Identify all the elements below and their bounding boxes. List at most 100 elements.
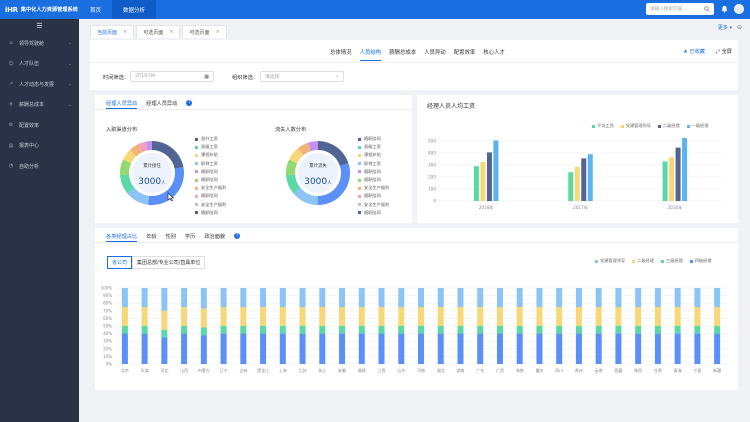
stacked-bar-segment[interactable] — [339, 326, 346, 334]
subnav-item-3[interactable]: 薪酬总成本 — [389, 50, 417, 56]
entry-channel-donut[interactable] — [117, 138, 187, 208]
stacked-bar-segment[interactable] — [635, 326, 642, 334]
stacked-bar-segment[interactable] — [556, 288, 563, 307]
stacked-bar-segment[interactable] — [635, 333, 642, 364]
stacked-bar-segment[interactable] — [200, 335, 207, 364]
stacked-bar-segment[interactable] — [200, 288, 207, 309]
stacked-bar-segment[interactable] — [299, 307, 306, 326]
stacked-bar-segment[interactable] — [260, 288, 267, 307]
bottom-tab-5[interactable]: 政治面貌 — [204, 234, 226, 240]
stacked-bar-segment[interactable] — [536, 288, 543, 307]
stacked-bar-segment[interactable] — [536, 333, 543, 364]
stacked-bar-segment[interactable] — [181, 326, 188, 334]
bottom-tab-4[interactable]: 学历 — [184, 234, 196, 240]
stacked-bar-segment[interactable] — [437, 307, 444, 326]
stacked-bar-segment[interactable] — [714, 307, 721, 326]
stacked-bar-segment[interactable] — [220, 307, 227, 326]
help-icon[interactable]: ? — [186, 100, 193, 106]
subnav-item-4[interactable]: 人员异动 — [424, 50, 446, 56]
stacked-bar-segment[interactable] — [358, 326, 365, 334]
bottom-tab-1[interactable]: 各类经理占比 — [106, 234, 138, 242]
stacked-bar-segment[interactable] — [654, 288, 661, 307]
stacked-bar-segment[interactable] — [654, 333, 661, 364]
stacked-bar-segment[interactable] — [575, 333, 582, 364]
stacked-bar-segment[interactable] — [496, 307, 503, 326]
stacked-bar-segment[interactable] — [457, 288, 464, 307]
donut-segment[interactable] — [318, 141, 349, 166]
stacked-bar-segment[interactable] — [121, 307, 128, 326]
sidebar-item-6[interactable]: ▤ 报表中心 — [0, 136, 79, 157]
stacked-bar-segment[interactable] — [339, 307, 346, 326]
stacked-bar-segment[interactable] — [418, 288, 424, 307]
date-picker[interactable]: 2019-04 ▦ — [130, 71, 214, 82]
stacked-bar-segment[interactable] — [279, 288, 286, 307]
bar[interactable] — [669, 157, 675, 201]
stacked-bar-segment[interactable] — [595, 326, 602, 334]
donut-segment[interactable] — [123, 149, 137, 164]
stacked-bar-segment[interactable] — [694, 333, 701, 364]
sidebar-item-5[interactable]: ⚙ 配置效率 — [0, 115, 79, 136]
stacked-bar-segment[interactable] — [457, 326, 464, 334]
stacked-bar-segment[interactable] — [398, 326, 405, 334]
stacked-bar-segment[interactable] — [121, 288, 128, 307]
stacked-bar-segment[interactable] — [457, 307, 464, 326]
stacked-bar-segment[interactable] — [575, 326, 582, 334]
stacked-bar-segment[interactable] — [674, 288, 681, 307]
menu-toggle-icon[interactable]: ☰ — [36, 22, 43, 30]
stacked-bar-segment[interactable] — [418, 333, 424, 364]
stacked-bar-segment[interactable] — [260, 326, 267, 334]
bar[interactable] — [587, 154, 593, 201]
stacked-bar-segment[interactable] — [299, 326, 306, 334]
sidebar-item-1[interactable]: ⌂ 领导驾驶舱 ⌄ — [0, 33, 79, 54]
stacked-bar-segment[interactable] — [339, 288, 346, 307]
bar[interactable] — [581, 158, 587, 201]
stacked-bar-segment[interactable] — [220, 288, 227, 307]
stacked-bar-segment[interactable] — [141, 307, 148, 326]
search-input[interactable]: 请输入搜索内容 — [646, 3, 714, 15]
stacked-bar-segment[interactable] — [398, 288, 405, 307]
avatar[interactable] — [734, 4, 744, 14]
donut-segment[interactable] — [286, 174, 301, 194]
stacked-bar-segment[interactable] — [161, 329, 168, 338]
donut-segment[interactable] — [297, 142, 311, 156]
stacked-bar-segment[interactable] — [714, 326, 721, 334]
collapse-panel-icon[interactable]: ⊖ — [736, 24, 742, 31]
donut-segment[interactable] — [146, 141, 152, 151]
stacked-bar-segment[interactable] — [516, 333, 523, 364]
topnav-data-analysis[interactable]: 数据分析 — [112, 0, 157, 19]
org-select[interactable]: 请选择 ⌄ — [260, 71, 344, 82]
bottom-tab-2[interactable]: 年龄 — [146, 234, 157, 240]
bar[interactable] — [574, 166, 580, 201]
stacked-bar-segment[interactable] — [220, 333, 227, 364]
bar[interactable] — [662, 161, 668, 201]
stacked-bar-segment[interactable] — [240, 307, 247, 326]
donut-segment[interactable] — [152, 141, 184, 169]
tab-optional-2[interactable]: 可选页面 × — [182, 25, 227, 38]
stacked-bar-segment[interactable] — [516, 326, 523, 334]
stacked-bar-segment[interactable] — [635, 307, 642, 326]
tab-manager-movement[interactable]: 经理人员异动 — [106, 101, 138, 109]
stacked-bar-segment[interactable] — [161, 310, 168, 330]
stacked-bar-segment[interactable] — [378, 333, 385, 364]
stacked-bar-segment[interactable] — [615, 288, 622, 307]
stacked-bar-segment[interactable] — [575, 307, 582, 326]
bar[interactable] — [675, 147, 681, 201]
stacked-bar-segment[interactable] — [161, 337, 168, 364]
stacked-bar-segment[interactable] — [299, 288, 306, 307]
stacked-bar-segment[interactable] — [714, 333, 721, 364]
stacked-bar-segment[interactable] — [477, 326, 484, 334]
stacked-bar-segment[interactable] — [141, 333, 148, 364]
stacked-bar-segment[interactable] — [477, 288, 484, 307]
stacked-bar-segment[interactable] — [220, 326, 227, 334]
subnav-item-5[interactable]: 配置效率 — [453, 50, 476, 56]
donut-segment[interactable] — [130, 144, 143, 157]
subnav-item-6[interactable]: 核心人才 — [483, 50, 505, 56]
stacked-bar-segment[interactable] — [615, 326, 622, 334]
search-icon[interactable] — [704, 6, 710, 12]
topnav-home[interactable]: 首页 — [90, 7, 102, 14]
stacked-bar-segment[interactable] — [694, 288, 701, 307]
close-icon[interactable]: × — [215, 29, 220, 35]
stacked-bar-segment[interactable] — [595, 288, 602, 307]
stacked-bar-segment[interactable] — [556, 307, 563, 326]
collect-button[interactable]: ★ 已收藏 — [683, 48, 705, 55]
